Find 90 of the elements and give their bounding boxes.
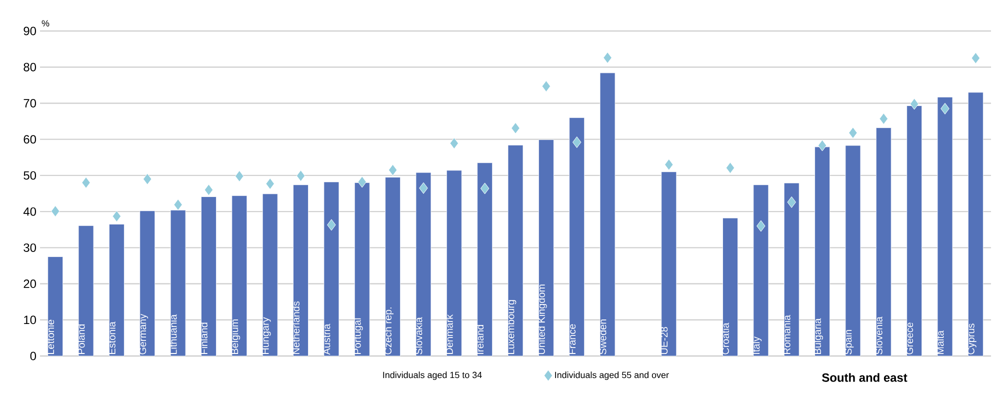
y-tick-label: 70: [24, 98, 36, 108]
bar: [416, 172, 432, 356]
point: [542, 80, 551, 92]
point: [50, 205, 60, 217]
y-tick-label: 40: [23, 207, 36, 216]
point: [511, 122, 520, 134]
point: [82, 176, 90, 188]
bar: [48, 256, 64, 356]
bar: [109, 224, 124, 356]
point: [818, 140, 827, 152]
x-tick-label: Ireland: [476, 324, 484, 354]
x-tick-label: Lithuania: [169, 314, 177, 354]
x-tick-label: Lettonie: [46, 320, 54, 354]
point: [235, 170, 244, 182]
x-tick-label: Malta: [936, 330, 944, 354]
bar: [722, 218, 738, 356]
x-tick-label: Portugal: [354, 318, 363, 354]
x-tick-label: Netherlands: [292, 301, 300, 354]
point: [388, 164, 398, 176]
point: [664, 158, 674, 170]
point: [358, 176, 366, 188]
x-tick-label: Hungary: [262, 317, 271, 354]
bar: [600, 72, 616, 356]
point: [726, 162, 735, 174]
point: [143, 173, 152, 185]
x-tick-label: Belgium: [230, 319, 240, 354]
x-tick-label: Cyprus: [967, 324, 976, 354]
point: [266, 178, 274, 190]
point: [910, 98, 919, 110]
text: South and east: [822, 373, 908, 382]
y-tick-label: 80: [24, 62, 36, 72]
y-tick-label: 0: [30, 352, 36, 360]
point: [112, 210, 122, 222]
bar: [784, 182, 800, 356]
legend-label: Individuals aged 55 and over: [555, 372, 669, 380]
x-tick-label: Denmark: [446, 314, 453, 354]
bar: [293, 184, 308, 356]
point: [603, 52, 612, 64]
point: [940, 102, 950, 114]
x-tick-label: Italy: [752, 336, 762, 354]
point: [296, 170, 306, 182]
x-tick-label: Luxembourg: [506, 300, 516, 354]
bar: [78, 225, 94, 356]
x-tick-label: Czech rep.: [384, 308, 394, 354]
bar: [262, 194, 278, 356]
bar: [477, 162, 493, 356]
bar: [845, 145, 861, 356]
x-tick-label: Croatia: [722, 322, 729, 354]
bar: [753, 184, 769, 356]
point: [756, 220, 766, 232]
point: [327, 219, 336, 231]
point: [971, 52, 980, 64]
y-axis-title: %: [42, 20, 50, 26]
y-tick-label: 50: [24, 171, 36, 180]
point: [450, 138, 459, 150]
bar: [538, 139, 554, 356]
series-label: Individuals aged 15 to 34: [383, 372, 482, 380]
x-tick-label: Slovenia: [875, 316, 882, 354]
x-tick-label: United Kingdom: [538, 284, 547, 354]
point: [879, 113, 888, 125]
x-tick-label: France: [568, 324, 576, 354]
y-tick-label: 20: [24, 280, 36, 288]
x-tick-label: Romania: [783, 314, 790, 354]
x-tick-label: Sweden: [598, 319, 606, 354]
point: [419, 182, 428, 194]
bar: [508, 144, 524, 356]
x-tick-label: Spain: [844, 330, 854, 354]
bar: [232, 195, 248, 356]
bar: [876, 128, 892, 356]
point: [480, 182, 490, 194]
bar: [937, 96, 953, 356]
y-tick-label: 10: [24, 316, 36, 324]
bar: [968, 92, 984, 356]
point: [572, 136, 582, 148]
y-tick-label: 60: [24, 135, 36, 144]
bar: [446, 170, 462, 356]
x-tick-label: Austria: [322, 324, 330, 355]
point: [204, 184, 214, 196]
bar: [324, 182, 340, 356]
x-tick-label: Greece: [906, 322, 914, 354]
point: [174, 198, 182, 210]
bar: [140, 210, 156, 356]
y-tick-label: 30: [24, 243, 36, 252]
x-tick-label: Bulgaria: [814, 318, 823, 354]
y-tick-label: 90: [24, 26, 36, 36]
bar: [569, 117, 585, 356]
point: [787, 196, 796, 208]
point: [848, 127, 858, 139]
x-tick-label: Estonia: [108, 322, 116, 354]
x-tick-label: Germany: [139, 314, 148, 354]
